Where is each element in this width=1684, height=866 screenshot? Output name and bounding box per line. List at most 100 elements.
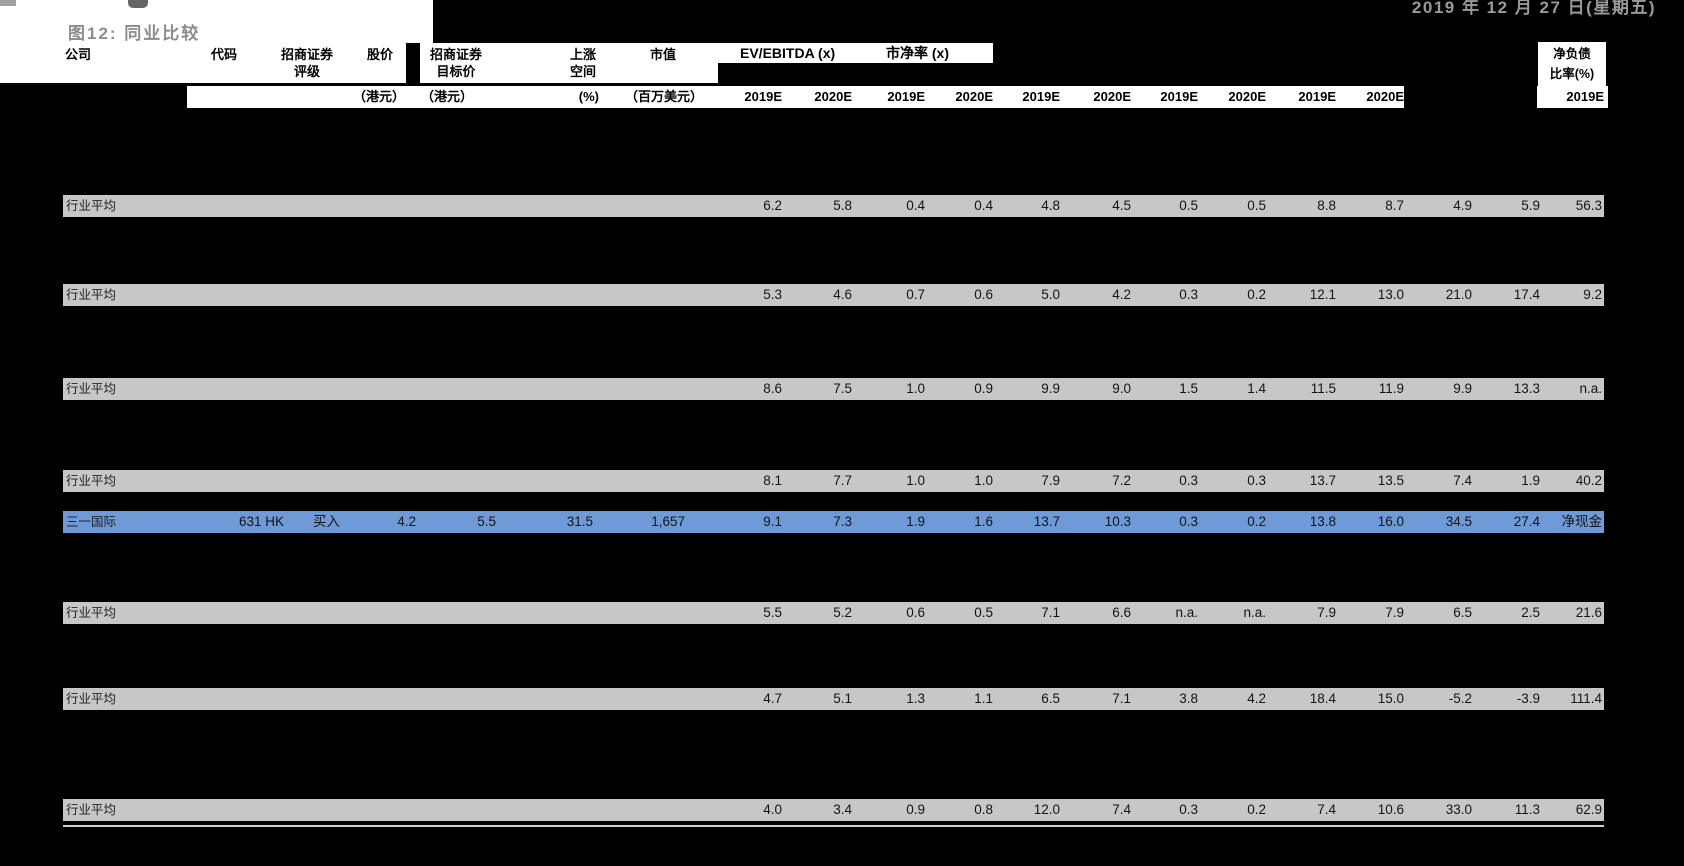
year-col-label: 2019E — [1022, 89, 1060, 104]
col-header-upside: 上涨 空间 — [566, 46, 600, 80]
cell-value: 0.2 — [1247, 514, 1266, 529]
cell-value: 5.8 — [833, 198, 852, 213]
cell-value: 0.6 — [906, 605, 925, 620]
cell-value: 13.0 — [1377, 287, 1404, 302]
cell-value: 0.5 — [974, 605, 993, 620]
year-col-label: 2020E — [814, 89, 852, 104]
report-date: 2019 年 12 月 27 日(星期五) — [1411, 0, 1656, 17]
cell-value: 1.1 — [974, 691, 993, 706]
cell-value: 1.9 — [906, 514, 925, 529]
year-col-label: 2020E — [1366, 89, 1404, 104]
cell-value: 0.3 — [1179, 514, 1198, 529]
cell-value: 7.9 — [1041, 473, 1060, 488]
cell-value: 11.3 — [1514, 802, 1540, 817]
group-header-pb: 市净率 (x) — [886, 45, 949, 61]
col-header-code: 代码 — [210, 47, 237, 62]
cell-value: 7.1 — [1112, 691, 1131, 706]
cell-value: 8.7 — [1385, 198, 1404, 213]
cell-value: 8.6 — [763, 381, 782, 396]
cell-value: 4.0 — [763, 802, 782, 817]
cell-value: 12.0 — [1033, 802, 1060, 817]
cell-value: 7.2 — [1112, 473, 1131, 488]
col-header-rating: 招商证券 评级 — [275, 46, 339, 80]
col-header-net-debt-line1: 净负债 — [1553, 47, 1591, 61]
cell-value: 7.9 — [1385, 605, 1404, 620]
cell-value: 62.9 — [1575, 802, 1602, 817]
col-header-price: 股价 — [366, 47, 393, 62]
year-col-label: 2019E — [744, 89, 782, 104]
cell-value: 4.6 — [833, 287, 852, 302]
col-header-net-debt-line2: 比率(%) — [1549, 67, 1595, 81]
year-col-label: 2019E — [1298, 89, 1336, 104]
unit-price-hkd: （港元） — [352, 89, 405, 104]
year-col-label: 2020E — [1228, 89, 1266, 104]
cell-value: 1.0 — [906, 473, 925, 488]
cell-value: 9.2 — [1583, 287, 1602, 302]
cell-company: 行业平均 — [66, 288, 117, 302]
unit-target-hkd: （港元） — [420, 89, 473, 104]
cell-value: 7.1 — [1041, 605, 1060, 620]
cell-value: 9.1 — [763, 514, 782, 529]
cell-value: 7.4 — [1453, 473, 1472, 488]
cell-value: 0.6 — [974, 287, 993, 302]
cell-value: n.a. — [1579, 381, 1602, 396]
cell-value: 0.5 — [1179, 198, 1198, 213]
cell-company: 行业平均 — [66, 606, 117, 620]
unit-upside-pct: (%) — [578, 89, 599, 104]
cell-value: 5.2 — [833, 605, 852, 620]
cell-value: 4.9 — [1453, 198, 1472, 213]
cell-value: 1.5 — [1179, 381, 1198, 396]
cell-company: 行业平均 — [66, 199, 117, 213]
title-area — [0, 0, 433, 43]
cell-value: 4.8 — [1041, 198, 1060, 213]
cell-value: 7.4 — [1317, 802, 1336, 817]
cell-value: 7.4 — [1112, 802, 1131, 817]
year-col-label: 2020E — [1093, 89, 1131, 104]
cell-value: 5.9 — [1521, 198, 1540, 213]
cell-value: 5.5 — [763, 605, 782, 620]
cell-value: 10.3 — [1104, 514, 1131, 529]
cell-value: 净现金 — [1561, 514, 1603, 529]
col-header-company: 公司 — [65, 47, 92, 62]
year-col-label: 2019E — [887, 89, 925, 104]
cell-value: 0.3 — [1179, 473, 1198, 488]
cell-value: 111.4 — [1570, 691, 1602, 706]
cell-value: 0.7 — [906, 287, 925, 302]
group-header-ev-ebitda: EV/EBITDA (x) — [740, 45, 836, 61]
cell-value: 56.3 — [1575, 198, 1602, 213]
table-row: 行业平均 5.3 4.6 0.7 0.6 5.0 4.2 0.3 0.2 12.1 13.0 21.0… — [63, 284, 1604, 306]
table-row: 行业平均 4.0 3.4 0.9 0.8 12.0 7.4 0.3 0.2 7.4 10.6 33.0… — [63, 799, 1604, 821]
table-row: 行业平均 5.5 5.2 0.6 0.5 7.1 6.6 n.a. n.a. 7.9 7.9 6.5 2… — [63, 602, 1604, 624]
cell-value: 27.4 — [1513, 514, 1540, 529]
col-header-mcap: 市值 — [649, 47, 676, 62]
cell-value: 11.9 — [1378, 381, 1404, 396]
cell-company: 行业平均 — [66, 803, 117, 817]
cell-value: 8.1 — [763, 473, 782, 488]
cell-value: 12.1 — [1309, 287, 1336, 302]
cell-value: 3.4 — [833, 802, 852, 817]
cell-value: 15.0 — [1377, 691, 1404, 706]
cell-value: 7.3 — [833, 514, 852, 529]
col-header-target-line2: 目标价 — [436, 64, 476, 79]
cell-value: 3.8 — [1179, 691, 1198, 706]
cell-value: 1.0 — [974, 473, 993, 488]
cell-value: 33.0 — [1445, 802, 1472, 817]
header-band-groups — [718, 43, 993, 63]
cell-value: 0.3 — [1179, 287, 1198, 302]
cell-upside: 31.5 — [566, 514, 593, 529]
header-band-mid — [420, 43, 718, 83]
cell-rating: 买入 — [313, 514, 340, 529]
cell-value: 0.3 — [1247, 473, 1266, 488]
cell-value: 0.4 — [974, 198, 993, 213]
cell-value: 0.2 — [1247, 802, 1266, 817]
cell-company: 行业平均 — [66, 474, 117, 488]
col-header-rating-line2: 评级 — [293, 64, 320, 79]
col-header-target: 招商证券 目标价 — [426, 46, 486, 80]
cell-value: 34.5 — [1445, 514, 1472, 529]
cell-value: 1.9 — [1521, 473, 1540, 488]
cell-value: 9.9 — [1041, 381, 1060, 396]
cell-value: 7.7 — [833, 473, 852, 488]
col-header-upside-line2: 空间 — [569, 64, 596, 79]
cell-value: 0.9 — [906, 802, 925, 817]
